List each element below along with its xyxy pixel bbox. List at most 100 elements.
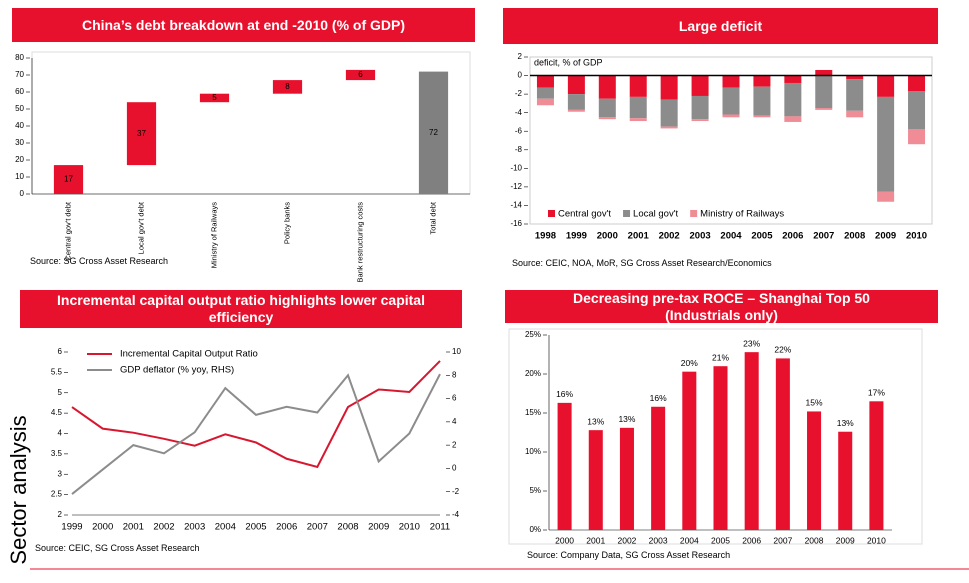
bar xyxy=(418,71,449,194)
x-tick-label: 2007 xyxy=(307,522,328,533)
y-tick-label: 40 xyxy=(15,121,24,130)
line-series xyxy=(71,373,441,495)
y-tick-label: 3 xyxy=(58,469,63,478)
y-tick-label: 10 xyxy=(452,347,461,356)
bar xyxy=(199,93,230,103)
x-tick-label: 2001 xyxy=(628,231,650,242)
bar-segment xyxy=(877,96,895,192)
value-label: 8 xyxy=(285,82,290,91)
y-tick-label: 10 xyxy=(15,172,24,181)
y-tick-label: 25% xyxy=(525,330,541,339)
y-tick-label: -4 xyxy=(515,108,523,117)
value-label: 23% xyxy=(743,338,760,348)
bar-segment xyxy=(691,75,709,96)
value-label: 20% xyxy=(681,358,698,368)
bar-segment xyxy=(691,119,709,122)
bar-segment xyxy=(567,94,585,110)
x-tick-label: 2002 xyxy=(153,522,174,533)
source: Source: CEIC, SG Cross Asset Research xyxy=(35,543,200,553)
bar-segment xyxy=(846,110,864,118)
bar-segment xyxy=(815,75,833,109)
y-tick-label: 15% xyxy=(525,408,541,417)
bar-segment xyxy=(660,99,678,127)
y-tick-label: 0 xyxy=(20,189,25,198)
x-tick-label: 2008 xyxy=(844,231,865,242)
bar-segment xyxy=(908,129,926,145)
y-tick-label: -8 xyxy=(515,145,523,154)
legend-label: Central gov't xyxy=(558,209,611,220)
value-label: 13% xyxy=(618,414,635,424)
y-tick-label: -2 xyxy=(515,89,523,98)
y-tick-label: 20% xyxy=(525,369,541,378)
legend-label: Local gov't xyxy=(633,209,678,220)
bar-segment xyxy=(629,75,647,97)
bar-segment xyxy=(722,87,740,115)
legend-label: Incremental Capital Output Ratio xyxy=(120,349,258,360)
y-tick-label: -6 xyxy=(515,126,523,135)
x-tick-label: 2010 xyxy=(399,522,420,533)
source: Source: CEIC, NOA, MoR, SG Cross Asset R… xyxy=(512,258,772,268)
y-tick-label: -16 xyxy=(510,219,522,228)
bar-segment xyxy=(722,75,740,88)
x-tick-label: 2008 xyxy=(805,535,824,545)
bar-segment xyxy=(536,87,554,99)
x-tick-label: 2004 xyxy=(215,522,236,533)
legend-swatch xyxy=(548,210,555,217)
x-tick-label: 2000 xyxy=(555,535,574,545)
plot-frame xyxy=(508,328,923,545)
y-tick-label: 4 xyxy=(452,417,457,426)
y-tick-label: 2 xyxy=(518,52,523,61)
y-tick-label: 5.5 xyxy=(51,367,63,376)
bar-segment xyxy=(815,108,833,110)
bar-segment xyxy=(908,91,926,130)
x-tick-label: Local gov't debt xyxy=(136,201,145,254)
bar-segment xyxy=(753,115,771,118)
value-label: 5 xyxy=(212,93,217,102)
legend-label: GDP deflator (% yoy, RHS) xyxy=(120,365,234,376)
x-tick-label: 2007 xyxy=(773,535,792,545)
bar xyxy=(53,165,84,194)
y-tick-label: 8 xyxy=(452,370,457,379)
y-tick-label: 2 xyxy=(452,440,457,449)
bar xyxy=(126,102,157,166)
x-tick-label: 2001 xyxy=(586,535,605,545)
value-label: 13% xyxy=(837,418,854,428)
x-tick-label: 2006 xyxy=(782,231,803,242)
bar xyxy=(713,366,728,530)
legend-label: Ministry of Railways xyxy=(700,209,784,220)
bar xyxy=(775,358,790,530)
bar-segment xyxy=(598,117,616,120)
x-tick-label: 2003 xyxy=(184,522,205,533)
value-label: 21% xyxy=(712,352,729,362)
legend-swatch xyxy=(690,210,698,217)
x-tick-label: 2000 xyxy=(597,231,618,242)
x-tick-label: Central gov't debt xyxy=(63,201,72,260)
y-tick-label: -14 xyxy=(510,201,522,210)
x-tick-label: 2011 xyxy=(430,522,450,533)
value-label: 15% xyxy=(806,398,823,408)
bar xyxy=(682,371,697,530)
y-tick-label: 2 xyxy=(58,510,63,519)
y-tick-label: 5% xyxy=(529,486,541,495)
x-tick-label: 2006 xyxy=(276,522,297,533)
y-tick-label: 4.5 xyxy=(51,408,63,417)
bar-segment xyxy=(784,116,802,122)
bar xyxy=(619,427,634,530)
x-tick-label: 2009 xyxy=(368,522,389,533)
bar-segment xyxy=(598,75,616,99)
bar-segment xyxy=(629,96,647,119)
bar-segment xyxy=(877,191,895,202)
x-tick-label: 2008 xyxy=(337,522,358,533)
value-label: 37 xyxy=(137,129,146,138)
line-series xyxy=(71,360,441,469)
x-tick-label: Policy banks xyxy=(282,202,291,244)
bar-segment xyxy=(846,75,864,80)
bar-segment xyxy=(784,75,802,83)
value-label: 17 xyxy=(64,175,73,184)
x-tick-label: Ministry of Railways xyxy=(209,202,218,269)
bar-segment xyxy=(846,79,864,111)
y-tick-label: 3.5 xyxy=(51,449,63,458)
x-tick-label: 2001 xyxy=(123,522,144,533)
y-tick-label: 2.5 xyxy=(51,490,63,499)
